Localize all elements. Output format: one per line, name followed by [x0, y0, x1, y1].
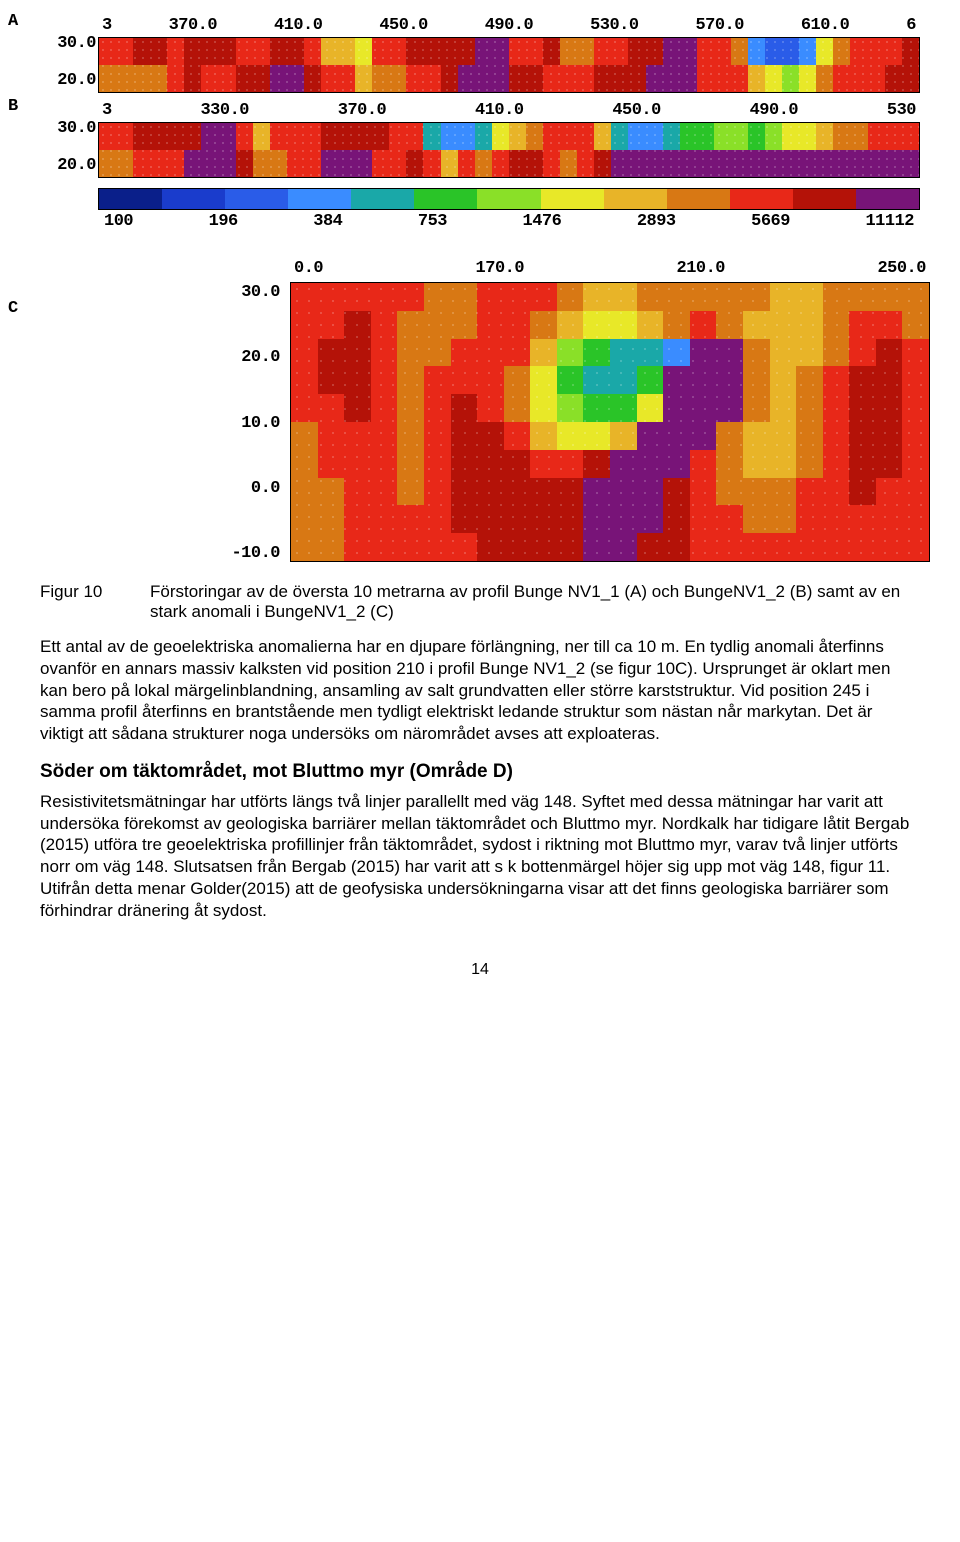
axis-tick: 0.0 — [294, 259, 323, 278]
figure-caption-text: Förstoringar av de översta 10 metrarna a… — [150, 582, 920, 622]
heatmap-strip-a — [98, 37, 920, 93]
legend-swatch — [541, 189, 604, 209]
axis-tick: 20.0 — [38, 71, 96, 90]
axis-tick: 490.0 — [750, 101, 799, 120]
legend-swatch — [477, 189, 540, 209]
color-legend — [98, 188, 920, 210]
heatmap-c — [290, 282, 930, 562]
axis-tick: 490.0 — [485, 16, 534, 35]
legend-label: 2893 — [637, 212, 676, 231]
legend-label: 384 — [313, 212, 342, 231]
legend-label: 100 — [104, 212, 133, 231]
axis-tick: 210.0 — [677, 259, 726, 278]
axis-tick: 30.0 — [38, 34, 96, 53]
panel-letter-a: A — [8, 12, 18, 31]
section-heading: Söder om täktområdet, mot Bluttmo myr (O… — [40, 761, 920, 783]
figure-caption: Figur 10 Förstoringar av de översta 10 m… — [40, 582, 920, 622]
legend-label: 1476 — [523, 212, 562, 231]
y-ticks-a: 30.0 20.0 — [38, 34, 96, 90]
figure-caption-label: Figur 10 — [40, 582, 150, 622]
panel-b-block: B 3330.0370.0410.0450.0490.0530 30.020.0 — [40, 101, 920, 178]
axis-tick: 570.0 — [695, 16, 744, 35]
legend-label: 11112 — [865, 212, 914, 231]
legend-swatch — [667, 189, 730, 209]
axis-tick: 530.0 — [590, 16, 639, 35]
legend-label: 5669 — [751, 212, 790, 231]
axis-tick: 30.0 — [210, 283, 280, 302]
legend-swatch — [856, 189, 919, 209]
axis-tick: -10.0 — [210, 544, 280, 563]
panel-b-xsection: 3330.0370.0410.0450.0490.0530 30.020.0 — [98, 101, 920, 178]
axis-tick: 20.0 — [38, 156, 96, 175]
y-ticks-b: 30.0 20.0 — [38, 119, 96, 175]
axis-tick: 410.0 — [274, 16, 323, 35]
paragraph-1: Ett antal av de geoelektriska anomaliern… — [40, 636, 920, 745]
axis-tick: 330.0 — [200, 101, 249, 120]
axis-tick: 6 — [906, 16, 916, 35]
legend-swatch — [225, 189, 288, 209]
axis-tick: 170.0 — [476, 259, 525, 278]
legend-swatch — [351, 189, 414, 209]
panel-letter-c: C — [8, 299, 18, 318]
legend-swatch — [604, 189, 667, 209]
axis-tick: 250.0 — [877, 259, 926, 278]
panel-a-block: A 3370.0410.0450.0490.0530.0570.0610.06 … — [40, 16, 920, 93]
page-number: 14 — [40, 961, 920, 979]
axis-tick: 20.0 — [210, 348, 280, 367]
axis-tick: 450.0 — [612, 101, 661, 120]
axis-tick: 610.0 — [801, 16, 850, 35]
axis-tick: 30.0 — [38, 119, 96, 138]
panel-c-xsection: 0.0170.0210.0250.0 30.020.010.00.0-10.0 — [290, 259, 930, 562]
axis-tick: 410.0 — [475, 101, 524, 120]
axis-tick: 3 — [102, 16, 112, 35]
color-legend-labels: 100 196 384 753 1476 2893 5669 11112 — [98, 212, 920, 231]
legend-swatch — [414, 189, 477, 209]
legend-label: 196 — [209, 212, 238, 231]
panel-c-block: C 0.0170.0210.0250.0 30.020.010.00.0-10.… — [40, 259, 920, 562]
legend-swatch — [730, 189, 793, 209]
x-ticks-c: 0.0 170.0 210.0 250.0 — [290, 259, 930, 282]
axis-tick: 370.0 — [338, 101, 387, 120]
axis-tick: 450.0 — [379, 16, 428, 35]
y-ticks-c: 30.0 20.0 10.0 0.0 -10.0 — [210, 283, 280, 563]
x-ticks-a: 3 370.0 410.0 450.0 490.0 530.0 570.0 610.0 6 — [98, 16, 920, 37]
legend-swatch — [288, 189, 351, 209]
legend-label: 753 — [418, 212, 447, 231]
axis-tick: 10.0 — [210, 414, 280, 433]
axis-tick: 370.0 — [169, 16, 218, 35]
legend-swatch — [793, 189, 856, 209]
panel-letter-b: B — [8, 97, 18, 116]
axis-tick: 0.0 — [210, 479, 280, 498]
paragraph-2: Resistivitetsmätningar har utförts längs… — [40, 791, 920, 922]
legend-swatch — [162, 189, 225, 209]
x-ticks-b: 3 330.0 370.0 410.0 450.0 490.0 530 — [98, 101, 920, 122]
axis-tick: 3 — [102, 101, 112, 120]
panel-a-xsection: 3370.0410.0450.0490.0530.0570.0610.06 30… — [98, 16, 920, 93]
axis-tick: 530 — [887, 101, 916, 120]
legend-swatch — [99, 189, 162, 209]
heatmap-strip-b — [98, 122, 920, 178]
